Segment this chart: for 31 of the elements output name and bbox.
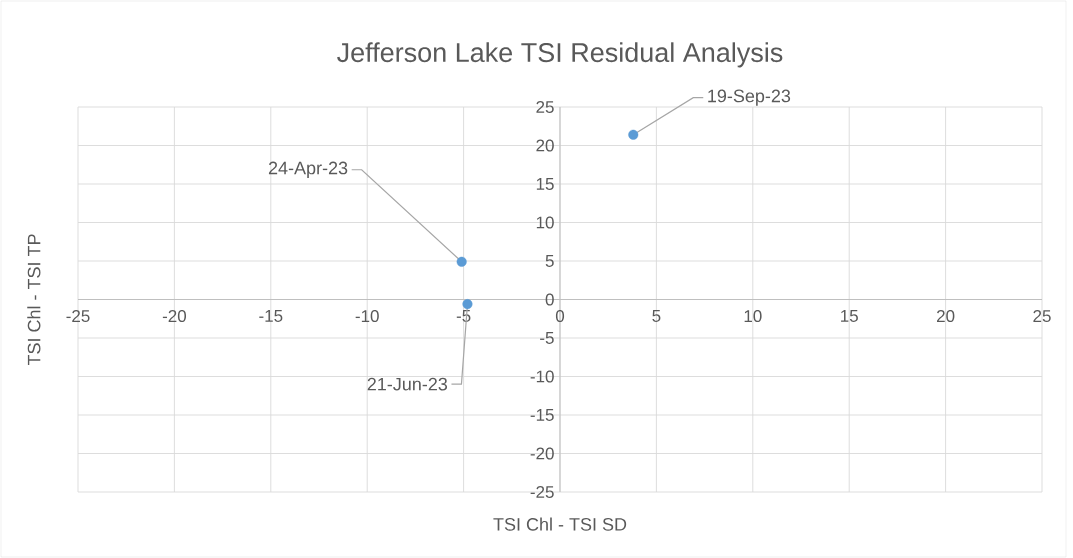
y-tick-label: 5 xyxy=(545,255,554,267)
y-tick-label: 15 xyxy=(536,178,554,190)
x-tick-label: 20 xyxy=(937,310,955,323)
y-tick-label: -5 xyxy=(540,332,554,344)
x-tick-label: -15 xyxy=(259,310,283,322)
x-tick-label: 10 xyxy=(744,310,762,323)
y-tick-label: -20 xyxy=(530,447,554,460)
x-tick-label: 5 xyxy=(652,310,661,322)
y-tick-label: -25 xyxy=(530,485,554,499)
y-tick-label: 0 xyxy=(545,293,554,306)
y-tick-label: -15 xyxy=(530,409,554,421)
point xyxy=(462,299,473,310)
annotation: 21-Jun-23 xyxy=(367,377,448,391)
point xyxy=(456,256,467,267)
y-tick-label: -10 xyxy=(530,370,554,383)
annotation: 24-Apr-23 xyxy=(268,161,348,178)
x-axis-title: TSI Chl - TSI SD xyxy=(493,517,627,531)
annotation: 19-Sep-23 xyxy=(708,89,791,106)
x-tick-label: 25 xyxy=(1033,310,1051,323)
chart-title: Jefferson Lake TSI Residual Analysis xyxy=(337,42,783,68)
point xyxy=(628,129,639,140)
y-tick-label: 20 xyxy=(536,139,554,152)
x-tick-label: -20 xyxy=(162,310,187,323)
x-tick-label: 0 xyxy=(555,310,565,323)
y-tick-label: 25 xyxy=(536,100,554,114)
x-tick-label: -5 xyxy=(456,310,471,322)
y-tick-label: 10 xyxy=(536,216,554,229)
x-tick-label: 15 xyxy=(841,310,858,322)
x-tick-label: -25 xyxy=(66,310,90,323)
y-axis-title: TSI Chl - TSI TP xyxy=(27,234,41,366)
x-tick-label: -10 xyxy=(355,310,379,323)
